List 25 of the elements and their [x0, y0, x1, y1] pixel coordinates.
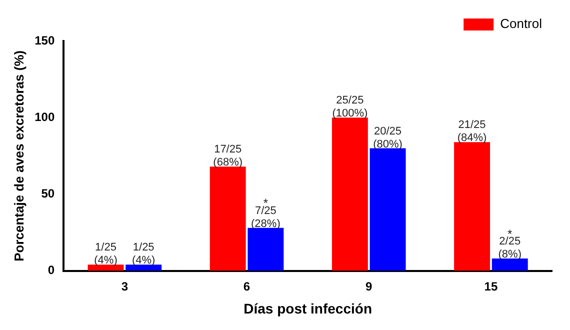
bar	[88, 264, 124, 271]
bar	[370, 148, 406, 271]
bar	[210, 166, 246, 271]
bar	[248, 228, 284, 271]
data-label: 20/25 (80%)	[373, 125, 402, 150]
y-tick-label: 0	[48, 263, 55, 278]
data-label: 1/25 (4%)	[94, 242, 118, 267]
y-axis-title: Porcentaje de aves excretoras (%)	[11, 50, 26, 262]
y-tick-label: 100	[34, 110, 55, 124]
bar	[126, 264, 162, 271]
data-label: 1/25 (4%)	[132, 242, 156, 267]
bar	[332, 118, 368, 271]
y-tick-label: 150	[34, 33, 55, 48]
bar	[492, 258, 528, 271]
x-tick-label: 3	[121, 279, 128, 294]
x-axis-title: Días post infección	[244, 300, 372, 316]
x-tick-label: 15	[484, 279, 498, 294]
data-label: 17/25 (68%)	[213, 144, 243, 169]
x-tick-label: 6	[243, 279, 250, 294]
legend-label: Control	[500, 16, 542, 32]
x-tick-label: 9	[366, 279, 373, 294]
bar	[454, 142, 490, 271]
y-tick-label: 50	[41, 186, 55, 201]
data-label: 21/25 (84%)	[457, 119, 487, 144]
data-label: 25/25 (100%)	[332, 94, 368, 120]
